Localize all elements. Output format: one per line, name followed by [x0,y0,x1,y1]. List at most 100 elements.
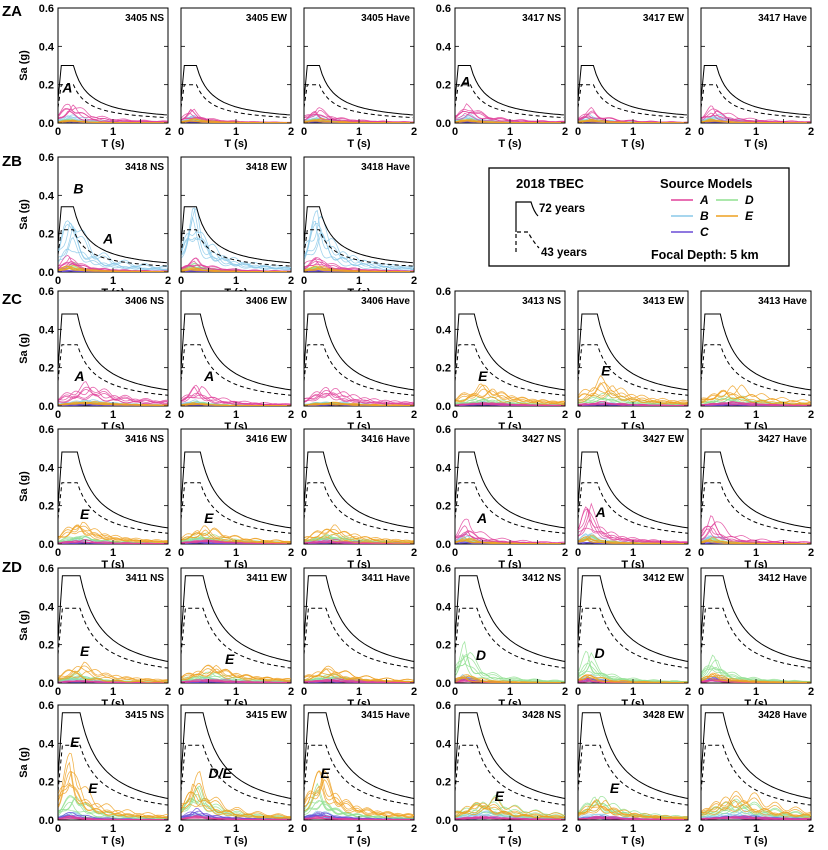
design-spectrum-72 [304,313,414,391]
station-label: 3415 NS [125,710,164,721]
y-tick-label: 0.4 [39,41,55,53]
model-annotation: D [595,645,605,661]
panel-curves [701,712,811,820]
y-tick-label: 0.4 [436,738,452,750]
spectrum-e [58,761,168,819]
station-label: 3412 Have [758,573,807,584]
spectrum-e [578,387,688,405]
x-tick-label: 0 [55,126,61,138]
spectrum-e [455,802,565,818]
panel-3417-ns: 3417 NS A 0.0 0.2 0.4 0.6 0 1 2 T (s) [436,3,568,150]
legend-label-c: C [700,225,709,239]
x-tick-label: 1 [630,686,636,698]
spectrum-e [181,770,291,818]
panel-3417-ew: 3417 EW 0 1 2 T (s) [575,7,691,150]
x-axis-label: T (s) [101,835,125,847]
spectrum-a [58,386,168,404]
x-tick-label: 2 [685,686,691,698]
station-label: 3416 Have [361,434,410,445]
spectrum-e [304,529,414,543]
x-tick-label: 2 [685,547,691,559]
x-tick-label: 0 [301,275,307,287]
x-tick-label: 0 [698,823,704,835]
legend-43-label: 43 years [541,247,587,259]
x-tick-label: 2 [808,126,814,138]
x-tick-label: 2 [165,686,171,698]
y-axis-label: Sa (g) [18,199,30,230]
x-tick-label: 2 [165,547,171,559]
y-axis-label: Sa (g) [18,471,30,502]
design-spectrum-72 [181,451,291,529]
y-tick-label: 0.6 [39,152,54,164]
model-annotation: A [460,74,471,90]
x-tick-label: 2 [288,823,294,835]
spectrum-e [181,782,291,818]
panel-3428-have: 3428 Have 0 1 2 T (s) [698,704,814,847]
spectrum-e [578,800,688,820]
legend: 2018 TBEC 72 years 43 years Source Model… [488,167,790,267]
y-axis-label: Sa (g) [18,610,30,641]
spectrum-a [304,389,414,404]
y-tick-label: 0.6 [436,286,451,298]
zone-label-zc: ZC [2,291,22,308]
x-tick-label: 1 [356,686,362,698]
x-tick-label: 1 [356,275,362,287]
spectrum-e [701,385,811,404]
design-spectrum-43 [181,344,291,396]
design-spectrum-72 [455,65,564,116]
x-tick-label: 2 [165,823,171,835]
spectrum-a [578,507,688,544]
y-tick-label: 0.4 [39,462,55,474]
y-tick-label: 0.2 [39,229,54,241]
design-spectrum-43 [455,607,565,669]
legend-label-b: B [700,209,709,223]
model-annotation: E [610,780,620,796]
x-tick-label: 2 [685,126,691,138]
x-tick-label: 1 [110,686,116,698]
design-spectrum-72 [578,313,688,391]
x-tick-label: 1 [356,409,362,421]
x-tick-label: 0 [178,126,184,138]
x-tick-label: 1 [753,823,759,835]
x-tick-label: 2 [165,126,171,138]
y-tick-label: 0.6 [39,424,54,436]
model-annotation: A [476,510,487,526]
panel-curves [58,712,168,820]
x-tick-label: 1 [630,409,636,421]
y-tick-label: 0.6 [436,700,451,712]
design-spectrum-72 [455,712,565,799]
x-tick-label: 0 [698,409,704,421]
x-tick-label: 2 [685,409,691,421]
model-annotation: E [80,506,90,522]
station-label: 3428 Have [758,710,807,721]
spectrum-e [701,790,811,815]
x-tick-label: 0 [575,547,581,559]
x-axis-label: T (s) [224,138,248,150]
design-spectrum-72 [701,712,811,799]
x-tick-label: 0 [452,823,458,835]
station-label: 3412 EW [643,573,685,584]
y-tick-label: 0.0 [436,401,451,413]
y-tick-label: 0.4 [436,324,452,336]
y-tick-label: 0.4 [39,738,55,750]
y-tick-label: 0.4 [436,41,452,53]
design-spectrum-72 [701,65,810,116]
model-annotation: E [88,780,98,796]
zone-label-za: ZA [2,3,22,20]
legend-title: 2018 TBEC [516,176,585,191]
spectrum-e [701,392,811,405]
x-tick-label: 0 [178,409,184,421]
x-tick-label: 0 [55,547,61,559]
x-axis-label: T (s) [224,835,248,847]
spectrum-d [304,782,414,819]
model-annotation: E [80,643,90,659]
model-annotation: E [601,362,611,378]
y-tick-label: 0.4 [39,601,55,613]
station-label: 3417 NS [522,13,561,24]
model-annotation: D [476,647,486,663]
